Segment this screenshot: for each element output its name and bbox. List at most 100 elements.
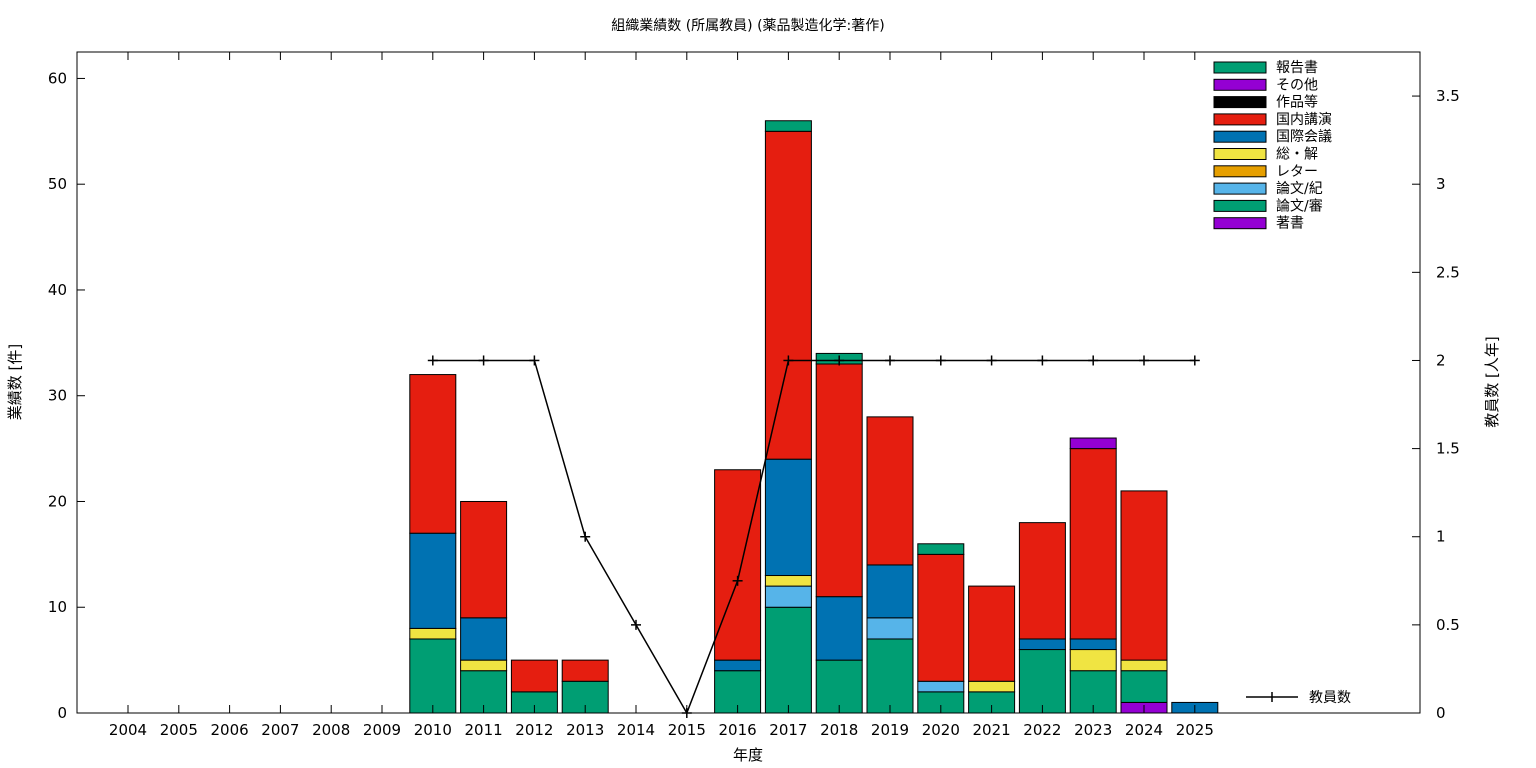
legend-label: 論文/紀 [1276,181,1323,197]
bar-segment [1018,522,1066,640]
x-tick-label: 2008 [312,721,350,739]
legend-label: 国際会議 [1276,128,1332,145]
bar-segment [917,543,965,555]
y-axis-label: 業績数 [件] [6,344,24,420]
bar-segment [1069,638,1117,651]
bar-segment [714,469,762,661]
bar-segment [460,500,508,619]
y2-tick-label: 3 [1436,175,1446,193]
legend-swatch [1213,217,1267,230]
bar-segment [764,585,812,608]
bar-segment [815,596,863,661]
legend-label: 教員数 [1309,690,1351,706]
y-tick-label: 50 [48,175,67,193]
legend-label: その他 [1276,77,1318,93]
bar-segment [409,374,457,534]
y2-tick-label: 2.5 [1436,263,1460,281]
bar-segment [968,680,1016,693]
x-tick-label: 2024 [1125,721,1163,739]
legend-swatch [1213,61,1267,74]
bar-segment [1120,490,1168,661]
legend-label: 論文/審 [1276,198,1323,214]
y-tick-label: 40 [48,281,67,299]
bar-segment [510,659,558,693]
chart-title: 組織業績数 (所属教員) (薬品製造化学:著作) [611,18,884,34]
x-tick-label: 2005 [160,721,198,739]
bars-layer [409,120,1219,714]
bar-segment [917,553,965,682]
bar-segment [866,564,914,619]
y2-tick-label: 1.5 [1436,440,1460,458]
bar-segment [1069,649,1117,672]
bar-segment [764,606,812,714]
y2-tick-label: 0.5 [1436,616,1460,634]
bar-segment [1018,638,1066,651]
x-tick-label: 2023 [1074,721,1112,739]
line-series-path [432,359,1195,715]
x-tick-label: 2025 [1176,721,1214,739]
bar-segment [764,120,812,132]
x-tick-label: 2013 [566,721,604,739]
bar-segment [561,659,609,682]
bar-segment [1069,448,1117,640]
legend-swatch [1213,130,1267,143]
bar-segment [409,627,457,640]
bar-segment [764,458,812,577]
bar-segment [1069,437,1117,450]
x-tick-label: 2006 [211,721,249,739]
legend-swatch [1213,148,1267,160]
x-tick-label: 2004 [109,721,147,739]
x-tick-label: 2011 [465,721,503,739]
legend-swatch [1213,96,1267,109]
x-tick-label: 2012 [515,721,553,739]
legend-label: 報告書 [1276,60,1318,76]
bar-segment [968,585,1016,682]
y2-axis-label: 教員数 [人年] [1483,336,1501,427]
bar-segment [917,680,965,693]
legend-label: 総・解 [1276,147,1318,163]
bar-segment [764,575,812,587]
legend-label: 著書 [1276,216,1304,232]
plot-frame [76,51,1421,714]
x-tick-label: 2020 [922,721,960,739]
y2-tick-label: 0 [1436,704,1446,722]
x-tick-label: 2014 [617,721,655,739]
x-axis: 2004 2005 2006 2007 2008 2009 2010 2011 2012 2013… [109,52,1214,739]
y-tick-label: 10 [48,598,67,616]
x-tick-label: 2010 [414,721,452,739]
bar-segment [866,416,914,566]
legend-label: 作品等 [1276,94,1318,111]
x-tick-label: 2018 [820,721,858,739]
legend-swatch [1213,199,1267,212]
bar-segment [815,363,863,598]
x-tick-label: 2021 [973,721,1011,739]
x-tick-label: 2022 [1023,721,1061,739]
bar-segment [764,130,812,460]
x-tick-label: 2009 [363,721,401,739]
bar-segment [1120,670,1168,703]
x-tick-label: 2017 [769,721,807,739]
y-tick-label: 20 [48,492,67,510]
y2-axis: 0 0.5 1 1.5 2 2.5 3 3.5 [1412,87,1460,722]
legend-swatch [1213,78,1267,91]
bar-segment [714,659,762,672]
bar-segment [460,659,508,672]
x-tick-label: 2015 [668,721,706,739]
legend-swatch [1213,113,1267,126]
bar-segment [866,638,914,714]
bar-segment [409,638,457,714]
y-axis: 0 10 20 30 40 50 60 [48,69,85,722]
x-tick-label: 2007 [261,721,299,739]
y2-tick-label: 1 [1436,528,1446,546]
x-axis-label: 年度 [733,746,763,764]
y2-tick-label: 2 [1436,351,1446,369]
y-tick-label: 30 [48,387,67,405]
legend-label: 国内講演 [1276,112,1332,128]
bar-segment [866,617,914,640]
x-tick-label: 2019 [871,721,909,739]
y2-tick-label: 3.5 [1436,87,1460,105]
y-tick-label: 0 [57,704,67,722]
bar-segment [1018,649,1066,714]
legend-label: レター [1276,164,1318,180]
